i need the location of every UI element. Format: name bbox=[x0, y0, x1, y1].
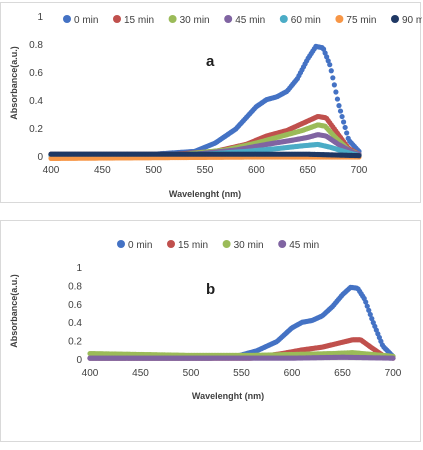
x-axis-title-a: Wavelenght (nm) bbox=[169, 189, 241, 199]
data-point bbox=[325, 58, 331, 64]
data-point bbox=[328, 68, 334, 74]
legend-marker bbox=[335, 15, 344, 23]
y-tick-label: 0.4 bbox=[29, 96, 43, 107]
data-point bbox=[324, 54, 330, 60]
data-point bbox=[334, 96, 341, 102]
data-point bbox=[339, 113, 345, 120]
data-point bbox=[337, 108, 344, 114]
data-point bbox=[390, 355, 396, 361]
chart-b-svg: b Absorbance(a.u.) Wavelenght (nm) 0 0.2 0… bbox=[9, 240, 402, 401]
x-tick-label: 700 bbox=[351, 165, 368, 176]
x-tick-label: 550 bbox=[233, 368, 250, 379]
data-point bbox=[320, 46, 327, 52]
data-point bbox=[342, 124, 348, 131]
x-tick-label: 650 bbox=[299, 165, 316, 176]
y-tick-label: 0.6 bbox=[68, 300, 82, 311]
series-90-min bbox=[48, 151, 362, 159]
x-tick-label: 500 bbox=[145, 165, 162, 176]
data-point bbox=[333, 89, 339, 95]
legend-marker bbox=[63, 15, 71, 23]
y-tick-label: 0.8 bbox=[29, 40, 43, 51]
series-45-min bbox=[87, 354, 396, 361]
legend-item: 45 min bbox=[278, 240, 319, 251]
chart-a-svg: a Absorbance(a.u.) Wavelenght (nm) 0 0.2 0… bbox=[9, 12, 422, 199]
legend-label: 45 min bbox=[289, 240, 319, 251]
legend-label: 45 min bbox=[235, 15, 265, 26]
legend-label: 60 min bbox=[291, 15, 321, 26]
data-point bbox=[331, 82, 337, 88]
legend-marker bbox=[167, 240, 175, 248]
legend-marker bbox=[113, 15, 121, 23]
legend-marker bbox=[279, 15, 288, 23]
y-tick-label: 1 bbox=[37, 12, 43, 23]
data-point bbox=[341, 119, 347, 125]
data-point bbox=[363, 299, 369, 305]
legend-label: 0 min bbox=[74, 15, 98, 26]
legend-marker bbox=[224, 15, 233, 23]
legend-item: 60 min bbox=[279, 15, 321, 26]
x-tick-label: 450 bbox=[132, 368, 149, 379]
y-axis-title-a: Absorbance(a.u.) bbox=[9, 46, 19, 120]
y-axis-title-b: Absorbance(a.u.) bbox=[9, 274, 19, 348]
x-tick-label: 700 bbox=[385, 368, 402, 379]
legend-marker bbox=[222, 240, 231, 248]
legend-item: 15 min bbox=[113, 15, 154, 26]
data-point bbox=[367, 311, 373, 318]
data-point bbox=[366, 307, 372, 313]
legend-label: 15 min bbox=[178, 240, 208, 251]
legend-marker bbox=[168, 15, 177, 23]
panel-label-b: b bbox=[206, 281, 215, 298]
x-tick-label: 650 bbox=[334, 368, 351, 379]
chart-panel-a: a Absorbance(a.u.) Wavelenght (nm) 0 0.2 0… bbox=[0, 2, 422, 203]
legend-label: 30 min bbox=[234, 240, 264, 251]
y-tick-label: 0 bbox=[37, 152, 43, 163]
legend-label: 90 min bbox=[402, 15, 422, 26]
legend-marker bbox=[391, 15, 399, 23]
x-tick-label: 550 bbox=[197, 165, 214, 176]
data-point bbox=[369, 316, 375, 322]
y-tick-label: 0.8 bbox=[68, 281, 82, 292]
legend-label: 0 min bbox=[128, 240, 152, 251]
legend-item: 45 min bbox=[224, 15, 265, 26]
x-tick-label: 450 bbox=[94, 165, 111, 176]
x-tick-label: 600 bbox=[284, 368, 301, 379]
legend-item: 30 min bbox=[168, 15, 210, 26]
legend-item: 0 min bbox=[63, 15, 98, 26]
y-tick-label: 0.2 bbox=[68, 337, 82, 348]
legend-item: 15 min bbox=[167, 240, 208, 251]
legend-label: 75 min bbox=[346, 15, 376, 26]
y-tick-label: 0.2 bbox=[29, 124, 43, 135]
data-point bbox=[344, 130, 350, 136]
legend-item: 30 min bbox=[222, 240, 264, 251]
legend-item: 90 min bbox=[391, 15, 422, 26]
legend-label: 15 min bbox=[124, 15, 154, 26]
x-axis-title-b: Wavelenght (nm) bbox=[192, 391, 264, 401]
x-tick-label: 400 bbox=[43, 165, 60, 176]
data-point bbox=[327, 62, 333, 68]
panel-label-a: a bbox=[206, 53, 215, 70]
series-0-min bbox=[48, 43, 362, 157]
series-0-min bbox=[87, 284, 396, 361]
x-tick-label: 600 bbox=[248, 165, 265, 176]
legend-marker bbox=[278, 240, 287, 248]
y-tick-label: 1 bbox=[76, 263, 82, 274]
data-point bbox=[322, 50, 328, 56]
legend-item: 0 min bbox=[117, 240, 152, 251]
chart-panel-b: b Absorbance(a.u.) Wavelenght (nm) 0 0.2 0… bbox=[0, 220, 421, 442]
x-tick-label: 500 bbox=[183, 368, 200, 379]
y-tick-label: 0 bbox=[76, 355, 82, 366]
data-point bbox=[356, 153, 362, 159]
data-point bbox=[336, 103, 342, 109]
legend-label: 30 min bbox=[180, 15, 210, 26]
data-point bbox=[364, 303, 370, 309]
y-tick-label: 0.4 bbox=[68, 318, 82, 329]
legend-marker bbox=[117, 240, 125, 248]
y-tick-label: 0.6 bbox=[29, 68, 43, 79]
data-point bbox=[330, 75, 336, 81]
legend-item: 75 min bbox=[335, 15, 376, 26]
x-tick-label: 400 bbox=[82, 368, 99, 379]
